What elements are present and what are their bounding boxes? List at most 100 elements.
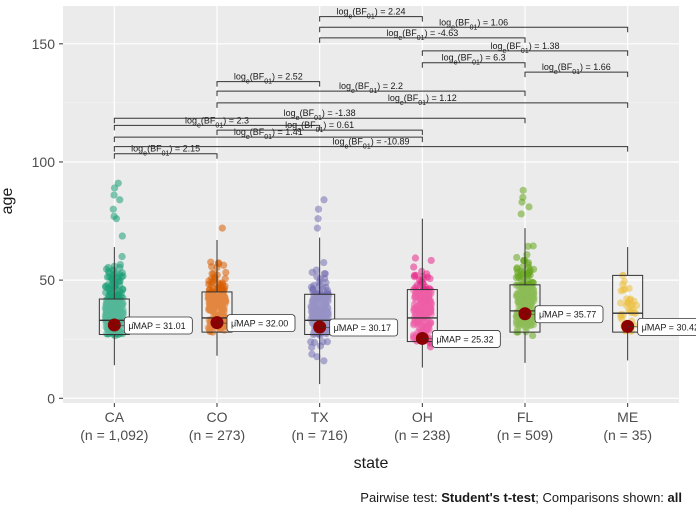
x-tick-label: OH bbox=[412, 409, 433, 425]
data-point bbox=[314, 205, 323, 213]
data-point bbox=[313, 353, 321, 361]
y-axis-title: age bbox=[0, 188, 16, 215]
caption-shown: all bbox=[667, 490, 682, 505]
data-point bbox=[523, 270, 532, 278]
mean-label: μ̂MAP = 30.17 bbox=[334, 323, 391, 333]
data-point bbox=[114, 179, 122, 187]
data-point bbox=[221, 275, 229, 283]
data-point bbox=[513, 265, 521, 273]
data-point bbox=[110, 191, 118, 199]
mean-label: μ̂MAP = 32.00 bbox=[231, 319, 288, 329]
data-point bbox=[318, 309, 326, 317]
x-tick-label: FL bbox=[517, 409, 534, 425]
data-point bbox=[630, 297, 638, 305]
data-point bbox=[320, 196, 328, 204]
data-point bbox=[519, 193, 527, 202]
comparison-bracket bbox=[421, 50, 629, 56]
data-point bbox=[207, 258, 215, 266]
x-tick-count-label: (n = 238) bbox=[394, 427, 450, 443]
data-point bbox=[411, 293, 420, 301]
mean-label-box bbox=[329, 318, 399, 337]
data-point bbox=[216, 310, 224, 318]
caption-test: Student's t-test bbox=[441, 490, 536, 505]
caption: Pairwise test: Student's t-test; Compari… bbox=[360, 490, 682, 505]
data-point bbox=[426, 274, 434, 283]
data-point bbox=[218, 224, 226, 232]
data-point bbox=[108, 308, 116, 316]
data-point bbox=[308, 268, 316, 276]
data-point bbox=[426, 285, 434, 293]
caption-middle: ; Comparisons shown: bbox=[535, 490, 668, 505]
data-point bbox=[425, 302, 433, 311]
mean-label-box bbox=[226, 314, 296, 333]
data-point bbox=[314, 215, 322, 223]
comparison-bracket bbox=[113, 124, 321, 131]
data-point bbox=[118, 232, 126, 240]
data-points bbox=[101, 179, 641, 365]
data-point bbox=[517, 210, 525, 218]
label-connector bbox=[524, 313, 536, 315]
y-tick-label: 100 bbox=[32, 154, 56, 170]
data-point bbox=[320, 258, 328, 267]
data-point bbox=[316, 342, 325, 350]
mean-label: μ̂MAP = 30.42 bbox=[642, 322, 696, 332]
y-tick-label: 0 bbox=[47, 390, 55, 406]
x-tick-count-label: (n = 716) bbox=[291, 427, 347, 443]
y-tick-label: 150 bbox=[32, 36, 56, 52]
data-point bbox=[115, 270, 124, 279]
x-tick-label: ME bbox=[617, 409, 638, 425]
data-point bbox=[617, 313, 625, 321]
comparison-bracket bbox=[421, 62, 526, 68]
mean-label-box bbox=[431, 330, 501, 348]
data-point bbox=[320, 357, 328, 365]
data-point bbox=[119, 285, 127, 293]
data-point bbox=[309, 297, 317, 305]
data-point bbox=[419, 275, 428, 283]
data-point bbox=[218, 281, 227, 289]
comparison-bracket bbox=[216, 102, 629, 108]
label-connector bbox=[114, 324, 125, 326]
data-point bbox=[519, 256, 528, 265]
data-point bbox=[102, 289, 110, 297]
data-point bbox=[410, 306, 418, 315]
data-point bbox=[207, 302, 215, 311]
x-tick-count-label: (n = 1,092) bbox=[80, 427, 148, 443]
mean-label-box bbox=[123, 316, 193, 335]
data-point bbox=[215, 260, 223, 268]
comparison-bracket bbox=[216, 81, 321, 87]
data-point bbox=[309, 285, 317, 293]
label-connector bbox=[319, 326, 330, 328]
data-point bbox=[313, 273, 321, 281]
x-tick-count-label: (n = 35) bbox=[603, 427, 652, 443]
x-tick-label: CA bbox=[105, 409, 125, 425]
data-point bbox=[102, 265, 111, 273]
data-point bbox=[310, 338, 319, 347]
mean-label-box bbox=[534, 305, 604, 324]
data-point bbox=[323, 338, 332, 346]
comparison-bracket bbox=[113, 146, 629, 152]
comparison-bracket bbox=[319, 16, 423, 22]
data-point bbox=[410, 331, 418, 339]
data-point bbox=[425, 324, 433, 333]
comparison-bracket bbox=[319, 37, 526, 43]
comparison-bracket bbox=[216, 129, 423, 136]
data-point bbox=[629, 305, 637, 313]
data-point bbox=[103, 330, 111, 338]
data-point bbox=[101, 283, 110, 291]
label-connector bbox=[216, 322, 228, 324]
data-point bbox=[205, 292, 213, 300]
data-point bbox=[427, 256, 435, 265]
data-point bbox=[110, 212, 118, 220]
data-point bbox=[418, 267, 426, 276]
data-point bbox=[410, 263, 418, 271]
mean-label: μ̂MAP = 31.01 bbox=[128, 321, 185, 331]
x-tick-label: TX bbox=[311, 409, 330, 425]
data-point bbox=[520, 289, 529, 297]
data-point bbox=[116, 196, 124, 204]
label-connector bbox=[627, 326, 638, 328]
data-point bbox=[519, 186, 527, 194]
data-point bbox=[309, 309, 317, 317]
mean-markers: μ̂MAP = 31.01 μ̂MAP = 32.00 μ̂MAP = 30.17 μ… bbox=[107, 305, 696, 348]
data-point bbox=[411, 254, 420, 262]
